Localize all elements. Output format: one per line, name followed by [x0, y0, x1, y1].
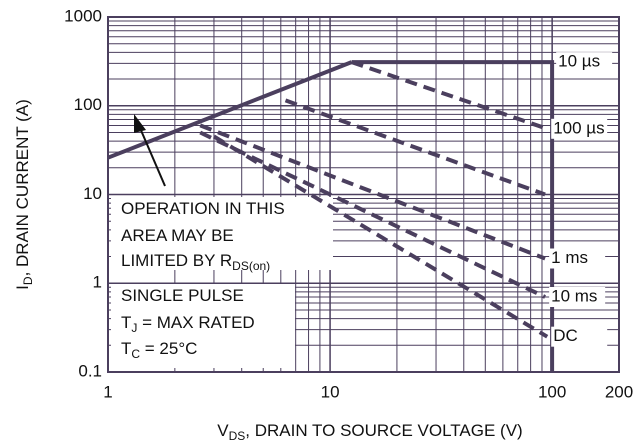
annotation-part: LIMITED BY R	[121, 251, 232, 270]
annotation: SINGLE PULSE	[121, 286, 244, 305]
annotation-part: = MAX RATED	[137, 313, 254, 332]
y-tick-label: 1	[93, 273, 102, 292]
annotation-part: T	[121, 313, 131, 332]
x-axis-label-part: DS	[229, 429, 246, 443]
x-tick-label: 200	[605, 382, 633, 401]
x-tick-label: 10	[321, 382, 340, 401]
plot-frame	[107, 16, 620, 373]
boundary-line	[107, 60, 353, 160]
annotation: TC = 25°C	[121, 339, 197, 361]
series-label-bg	[551, 326, 608, 347]
annotation-part: T	[121, 339, 131, 358]
y-tick-label: 1000	[64, 6, 102, 25]
annotation-part: DS(on)	[232, 259, 270, 273]
series-label: 1 ms	[551, 248, 588, 267]
y-axis-label-part: , DRAIN CURRENT (A)	[13, 99, 32, 276]
series-label: 10 µs	[558, 52, 600, 71]
series-label-bg	[551, 118, 608, 139]
series-label-bg	[556, 52, 613, 73]
x-tick-label: 100	[538, 382, 566, 401]
y-axis-label-part: D	[21, 276, 35, 285]
dashed-line	[199, 130, 546, 299]
annotation-part: = 25°C	[140, 339, 197, 358]
annotation-box	[111, 197, 333, 270]
x-tick-label: 1	[103, 382, 112, 401]
x-axis-label: VDS, DRAIN TO SOURCE VOLTAGE (V)	[217, 421, 522, 443]
arrow-shaft	[139, 127, 166, 187]
annotation-part: SINGLE PULSE	[121, 286, 244, 305]
annotation-part: AREA MAY BE	[121, 226, 234, 245]
y-tick-label: 0.1	[78, 361, 102, 380]
dashed-line	[199, 123, 546, 261]
annotation: OPERATION IN THIS	[121, 199, 285, 218]
annotation-box	[111, 284, 295, 368]
annotation: AREA MAY BE	[121, 226, 234, 245]
dashed-line	[284, 98, 546, 197]
series-label: 100 µs	[553, 118, 604, 137]
annotation: TJ = MAX RATED	[121, 313, 255, 335]
annotation-part: OPERATION IN THIS	[121, 199, 285, 218]
annotation-part: J	[131, 321, 137, 335]
x-axis-label-part: V	[217, 421, 229, 440]
series-label: DC	[553, 326, 578, 345]
series-label-bg	[549, 248, 606, 269]
y-axis-label-part: I	[13, 285, 32, 290]
x-axis-label-part: , DRAIN TO SOURCE VOLTAGE (V)	[245, 421, 522, 440]
y-tick-label: 100	[74, 95, 102, 114]
boundary-line	[351, 60, 555, 372]
y-tick-label: 10	[83, 184, 102, 203]
dashed-line	[212, 134, 549, 339]
annotation-part: C	[131, 347, 140, 361]
arrow-head	[134, 114, 146, 133]
annotation: LIMITED BY RDS(on)	[121, 251, 270, 273]
series-label: 10 ms	[551, 286, 597, 305]
dashed-line	[350, 60, 548, 131]
y-axis-label: ID, DRAIN CURRENT (A)	[13, 99, 35, 290]
series-label-bg	[549, 286, 606, 307]
